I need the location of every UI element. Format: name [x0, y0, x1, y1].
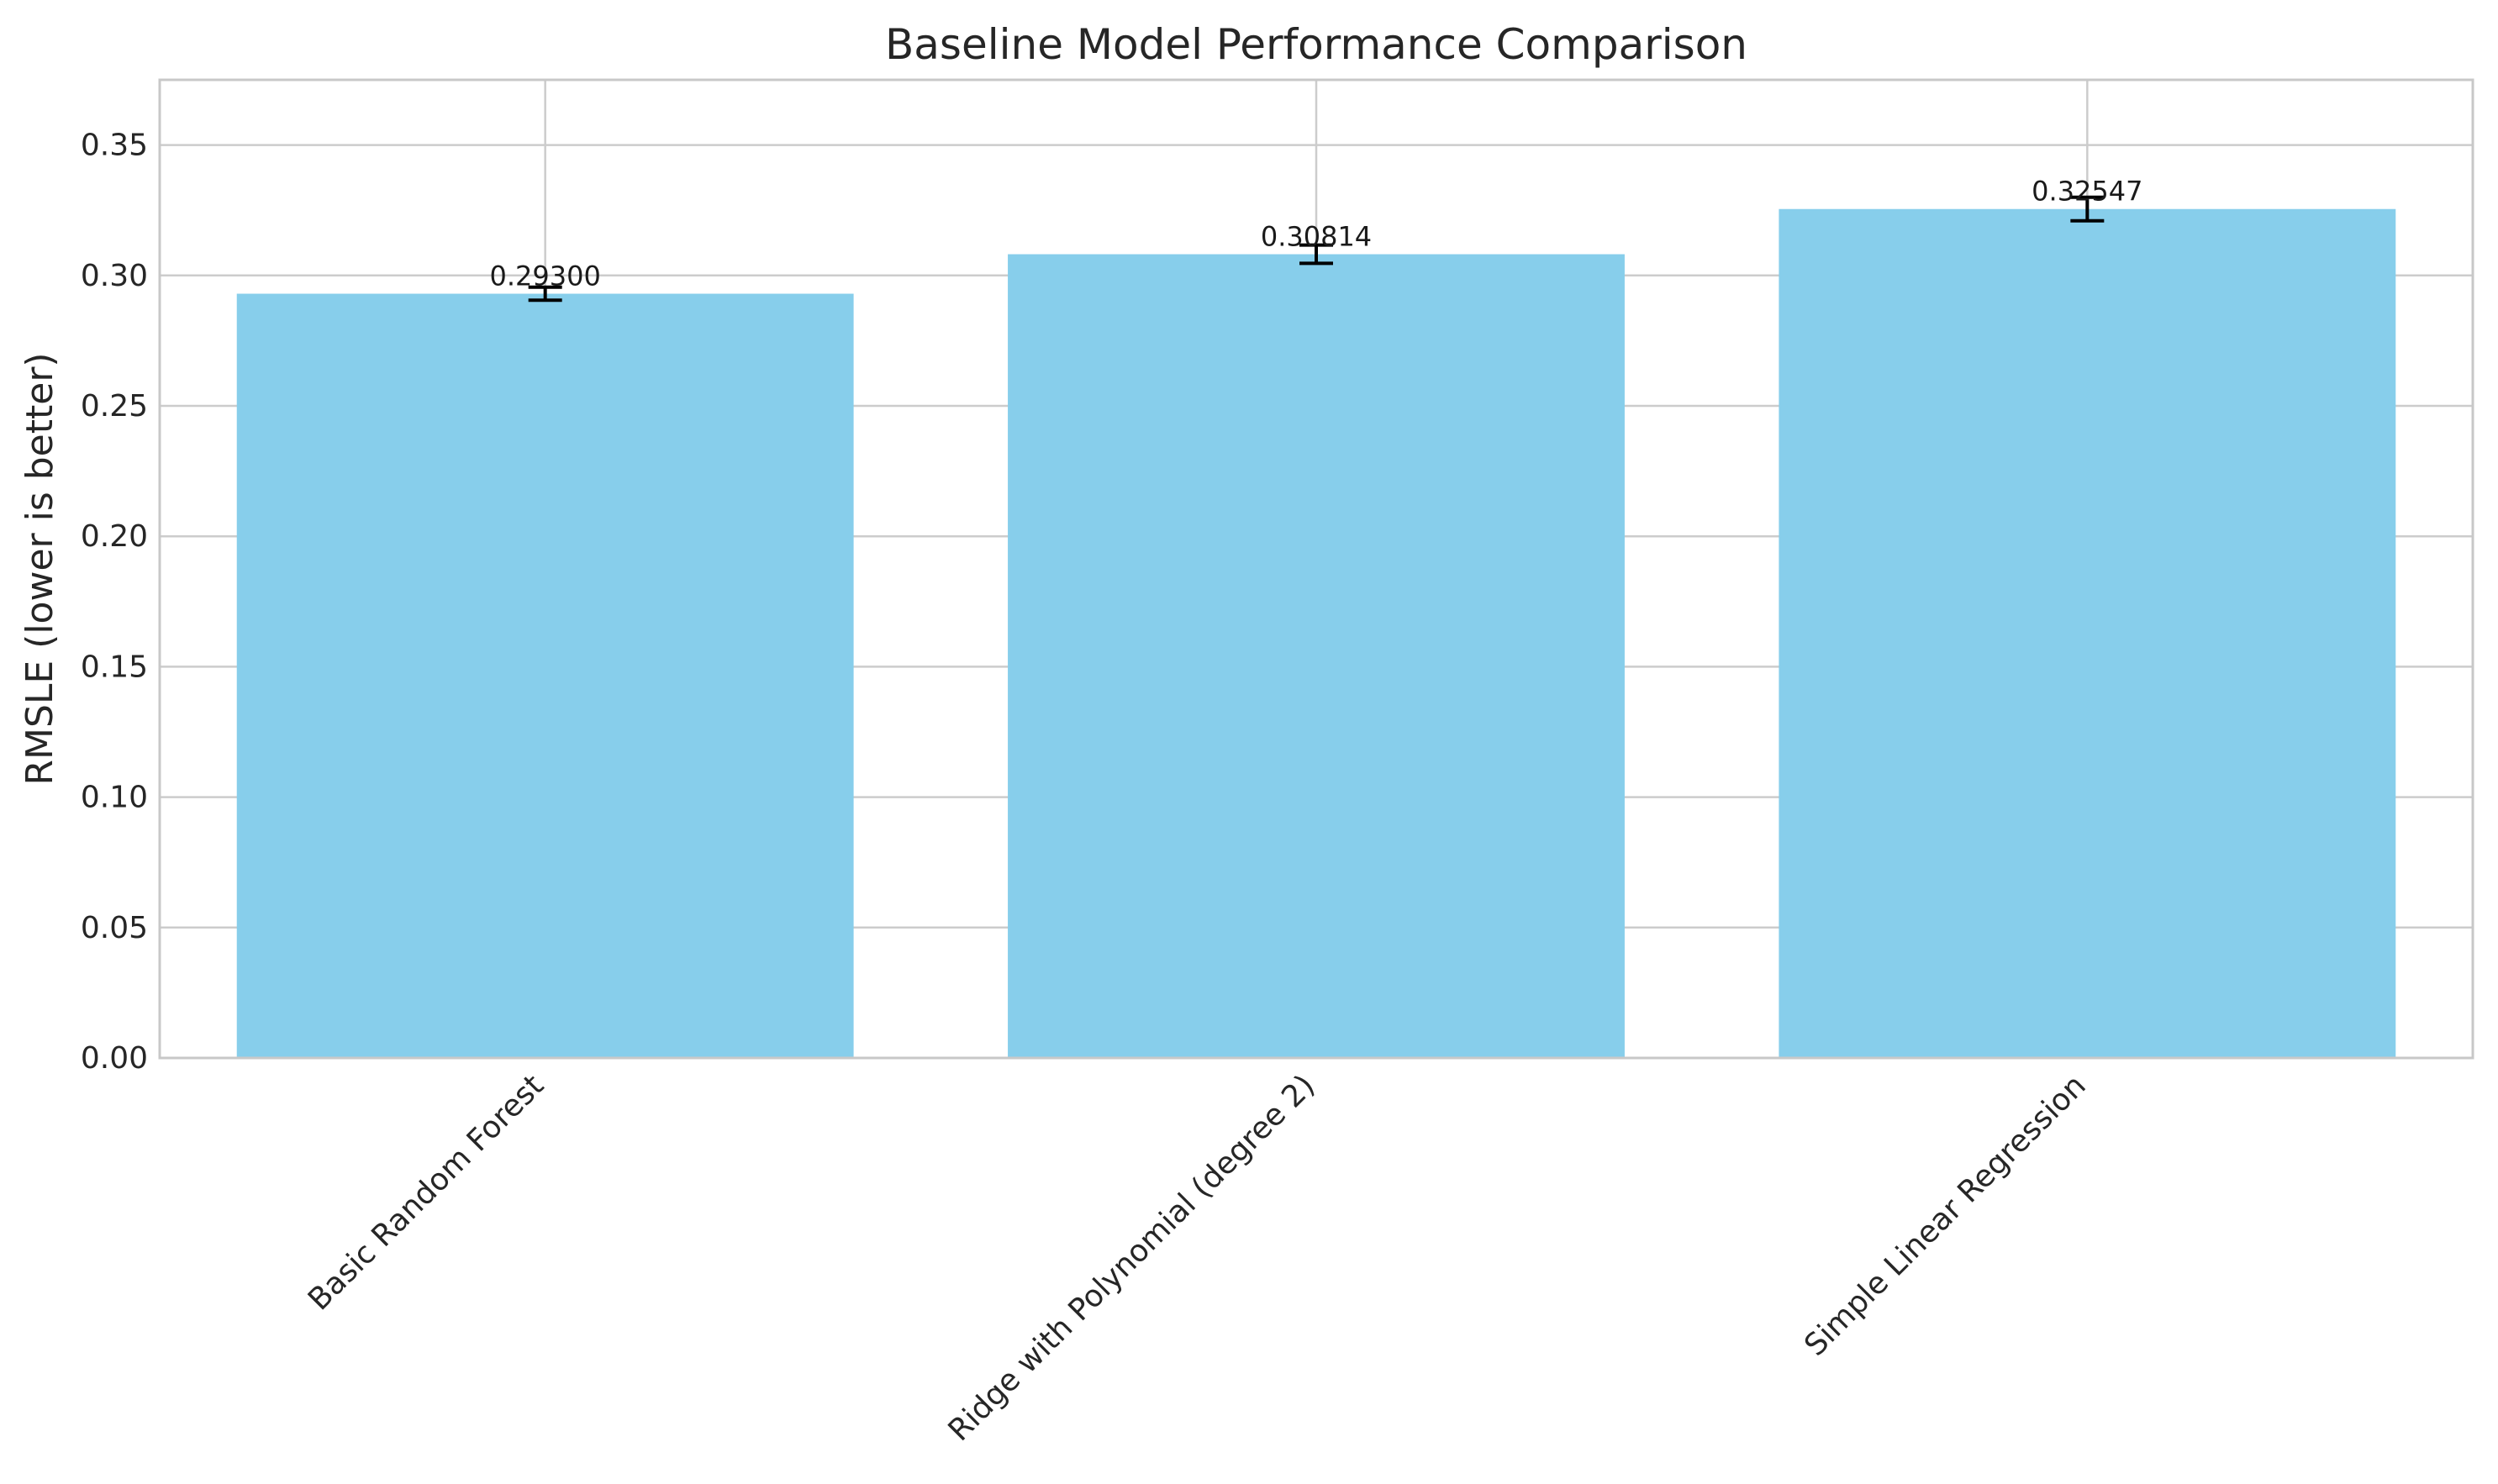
error-bar-layer: [528, 195, 2105, 303]
plot-frame: [158, 78, 2474, 1060]
data-label: 0.29300: [490, 260, 601, 292]
y-tick-label: 0.05: [81, 911, 148, 945]
chart-title: Baseline Model Performance Comparison: [885, 20, 1747, 69]
bar: [1008, 254, 1625, 1058]
bar: [236, 293, 854, 1058]
y-axis-label: RMSLE (lower is better): [18, 352, 61, 785]
bar: [1779, 208, 2396, 1059]
y-tick-label: 0.30: [81, 259, 148, 293]
y-tick-label: 0.15: [81, 650, 148, 684]
y-tick-label: 0.20: [81, 519, 148, 554]
y-tick-label: 0.00: [81, 1041, 148, 1076]
x-tick-label: Ridge with Polynomial (degree 2): [942, 1068, 1322, 1448]
y-tick-labels: 0.00 0.05 0.10 0.15 0.20 0.25 0.30 0.35: [81, 129, 148, 1076]
data-label: 0.30814: [1261, 221, 1372, 253]
y-tick-label: 0.25: [81, 389, 148, 424]
data-label: 0.32547: [2032, 176, 2142, 208]
y-tick-label: 0.35: [81, 129, 148, 163]
bar-layer: [236, 208, 2396, 1059]
x-tick-labels: Basic Random Forest Ridge with Polynomial…: [302, 1068, 2093, 1448]
data-labels: 0.29300 0.30814 0.32547: [490, 176, 2143, 292]
x-tick-label: Simple Linear Regression: [1798, 1068, 2092, 1362]
x-tick-label: Basic Random Forest: [302, 1068, 551, 1317]
y-tick-label: 0.10: [81, 781, 148, 815]
